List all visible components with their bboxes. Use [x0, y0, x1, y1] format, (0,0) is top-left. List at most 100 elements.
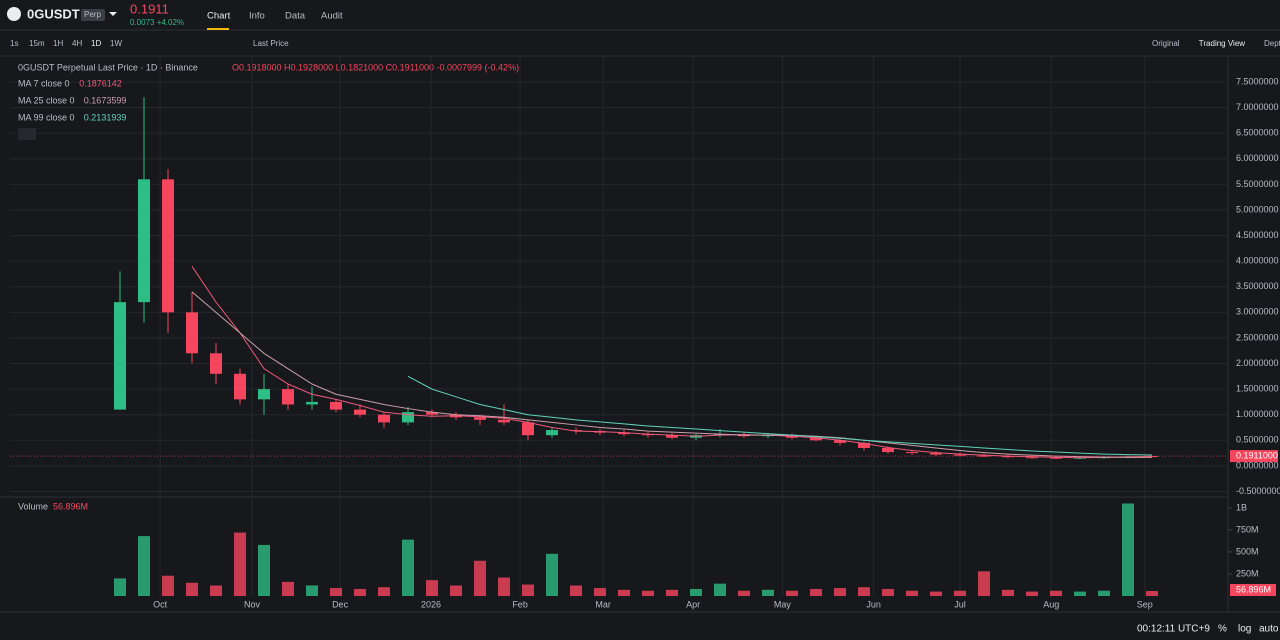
legend-value: 0.1673599 [84, 95, 127, 105]
view[interactable]: Depth [1264, 39, 1280, 48]
x-tick-label: Dec [332, 599, 349, 609]
interval[interactable]: 4H [72, 39, 82, 48]
candle-body [834, 440, 846, 443]
volume-bar [810, 588, 822, 596]
candle-body [306, 401, 318, 405]
tab[interactable]: Audit [321, 11, 343, 22]
volume-bar [1146, 590, 1158, 596]
volume-bar [1026, 591, 1038, 596]
candle-body [378, 414, 390, 423]
candle-body [954, 454, 966, 456]
volume-bar [954, 590, 966, 596]
volume-tick-label: 500M [1236, 546, 1259, 556]
symbol[interactable]: 0GUSDT [27, 6, 80, 21]
legend-value: 0.1876142 [79, 78, 122, 88]
candle-body [258, 389, 270, 400]
badge-bg [81, 9, 105, 21]
volume-bar [426, 580, 438, 596]
candle-body [810, 437, 822, 441]
volume-bar [738, 590, 750, 596]
candle-body [522, 422, 534, 436]
volume-tick-label: 250M [1236, 568, 1259, 578]
view[interactable]: Trading View [1199, 39, 1245, 48]
volume-bar [666, 589, 678, 596]
volume-bar [858, 587, 870, 596]
volume-bar [522, 584, 534, 596]
tab[interactable]: Data [285, 11, 306, 22]
volume-bar [234, 532, 246, 596]
candle-body [882, 447, 894, 453]
interval[interactable]: 1D [91, 39, 101, 48]
volume-bar [786, 590, 798, 596]
candle-body [858, 442, 870, 448]
candle-body [1026, 457, 1038, 459]
legend-value: 0.2131939 [84, 112, 127, 122]
volume-bar [210, 585, 222, 596]
ma-line [407, 375, 1153, 456]
x-tick-label: Nov [244, 599, 261, 609]
view[interactable]: Original [1152, 39, 1180, 48]
volume-label: Volume [18, 501, 48, 511]
x-tick-label: Mar [595, 599, 611, 609]
candle-body [762, 435, 774, 437]
legend-label: MA 99 close 0 [18, 112, 75, 122]
candle-body [114, 302, 126, 410]
ohlc: O0.1918000 H0.1928000 L0.1821000 C0.1911… [232, 62, 519, 72]
volume-tick-label: 750M [1236, 524, 1259, 534]
volume-bar [978, 571, 990, 596]
legend-label: MA 7 close 0 [18, 78, 70, 88]
interval[interactable]: 1H [53, 39, 63, 48]
dropdown-icon[interactable] [109, 12, 117, 16]
clock: 00:12:11 UTC+9 [1137, 624, 1210, 635]
tab[interactable]: Chart [207, 11, 231, 22]
candle-body [354, 409, 366, 415]
volume-bar [714, 583, 726, 596]
x-tick-label: Feb [512, 599, 528, 609]
scale-button[interactable]: auto [1259, 624, 1279, 635]
candle-body [714, 434, 726, 436]
x-tick-label: Oct [153, 599, 168, 609]
volume-bar [1002, 589, 1014, 596]
candle-body [330, 401, 342, 410]
tab[interactable]: Info [249, 11, 265, 22]
volume-bar [570, 585, 582, 596]
y-tick-label: 2.0000000 [1236, 358, 1279, 368]
volume-bar [186, 582, 198, 596]
scale-button[interactable]: % [1218, 624, 1227, 635]
candle-body [138, 179, 150, 303]
y-tick-label: 5.5000000 [1236, 179, 1279, 189]
volume-bar [834, 588, 846, 596]
x-tick-label: Sep [1137, 599, 1153, 609]
y-tick-label: 6.5000000 [1236, 128, 1279, 138]
legend-label: MA 25 close 0 [18, 95, 75, 105]
volume-bar [378, 587, 390, 596]
volume-bar [138, 536, 150, 596]
volume-bar [354, 588, 366, 596]
volume-tick-label: 1B [1236, 502, 1247, 512]
coin-icon [7, 7, 21, 21]
volume-bar [402, 539, 414, 596]
candle-body [1002, 456, 1014, 458]
scale-button[interactable]: log [1238, 624, 1251, 635]
volume-bar [306, 585, 318, 596]
candle-body [642, 434, 654, 436]
interval[interactable]: 1W [110, 39, 122, 48]
y-tick-label: 0.0000000 [1236, 460, 1279, 470]
volume-bar [474, 560, 486, 596]
collapse-button[interactable] [18, 128, 36, 140]
x-tick-label: Aug [1043, 599, 1059, 609]
candle-body [234, 373, 246, 400]
x-tick-label: May [774, 599, 792, 609]
y-tick-label: 2.5000000 [1236, 332, 1279, 342]
volume-bar [690, 588, 702, 596]
interval[interactable]: 15m [29, 39, 45, 48]
candle-body [474, 417, 486, 420]
x-tick-label: 2026 [421, 599, 441, 609]
volume-badge-label: 56.896M [1236, 584, 1271, 594]
interval[interactable]: 1s [10, 39, 18, 48]
volume-bar [762, 589, 774, 596]
price-source[interactable]: Last Price [253, 39, 289, 48]
volume-bar [546, 553, 558, 596]
